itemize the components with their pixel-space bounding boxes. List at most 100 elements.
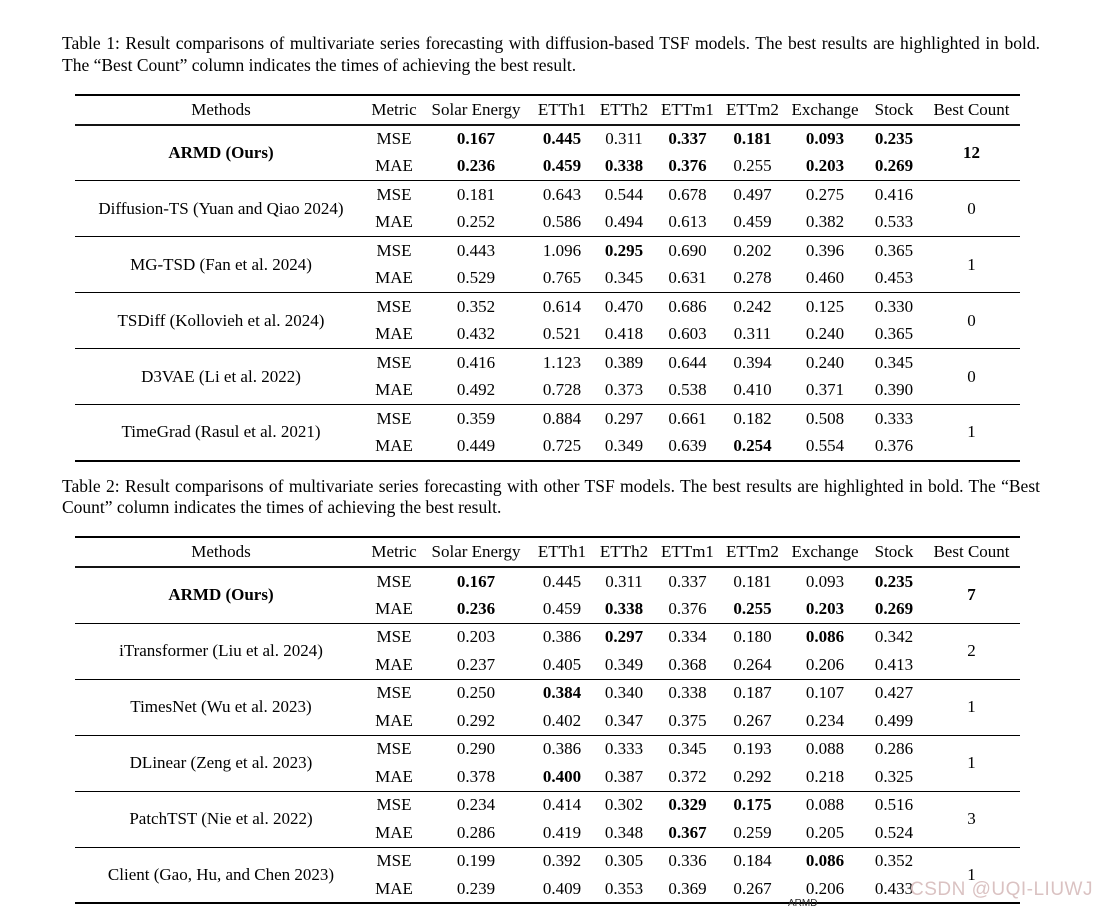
metric-value: 0.352 <box>456 296 496 316</box>
metric-value: 0.325 <box>874 766 914 786</box>
metric-value: 0.292 <box>733 766 772 786</box>
metric-row: MAE 0.292 0.402 0.347 0.375 0.267 0.234 0.499 <box>75 707 1020 735</box>
metric-value: 0.181 <box>733 571 772 591</box>
metric-value: 0.382 <box>805 212 845 232</box>
method-name: Client (Gao, Hu, and Chen 2023) <box>107 864 335 884</box>
metric-value: 0.297 <box>604 408 644 428</box>
column-header: Metric <box>371 99 417 119</box>
metric-value: 0.369 <box>668 878 707 898</box>
metric-value: 0.333 <box>874 408 914 428</box>
metric-value: 0.416 <box>874 184 914 204</box>
metric-value: 0.492 <box>456 380 496 400</box>
metric-value: 0.372 <box>668 766 707 786</box>
metric-row: MAE 0.236 0.459 0.338 0.376 0.255 0.203 0.269 <box>75 153 1020 181</box>
metric-label: MSE <box>376 129 412 148</box>
best-count: 12 <box>963 142 980 162</box>
method-group: ARMD (Ours) MSE 0.167 0.445 0.311 0.337 0.181 0… <box>75 567 1020 623</box>
metric-value: 0.286 <box>456 822 496 842</box>
method-name: ARMD (Ours) <box>168 142 274 162</box>
metric-value: 0.205 <box>805 822 845 842</box>
metric-value: 0.508 <box>805 408 845 428</box>
metric-row: MAE 0.237 0.405 0.349 0.368 0.264 0.206 0.413 <box>75 651 1020 679</box>
metric-row: MAE 0.378 0.400 0.387 0.372 0.292 0.218 0.325 <box>75 763 1020 791</box>
method-name: MG-TSD (Fan et al. 2024) <box>130 254 312 274</box>
metric-value: 0.237 <box>456 654 496 674</box>
column-header: Methods <box>191 542 251 561</box>
metric-value: 0.239 <box>456 878 496 898</box>
column-header: Metric <box>371 542 417 561</box>
metric-value: 0.348 <box>604 822 644 842</box>
metric-value: 0.378 <box>456 766 496 786</box>
metric-value: 0.349 <box>604 654 644 674</box>
metric-row: DLinear (Zeng et al. 2023) MSE 0.290 0.386 0… <box>75 735 1020 772</box>
metric-value: 0.338 <box>604 156 644 176</box>
metric-value: 0.416 <box>456 352 496 372</box>
metric-value: 0.259 <box>733 822 772 842</box>
metric-row: Client (Gao, Hu, and Chen 2023) MSE 0.199 0… <box>75 847 1020 884</box>
method-group: ARMD (Ours) MSE 0.167 0.445 0.311 0.337 0.181 0… <box>75 125 1020 181</box>
metric-value: 0.267 <box>733 878 772 898</box>
header-row: Methods Metric Solar Energy ETTh1 ETTh2 ETTm1… <box>75 95 1020 125</box>
metric-value: 0.400 <box>542 766 582 786</box>
metric-row: MAE 0.529 0.765 0.345 0.631 0.278 0.460 0.453 <box>75 265 1020 293</box>
metric-value: 0.386 <box>542 739 582 759</box>
clipped-figure-legend-label: ARMD <box>788 898 818 909</box>
metric-value: 0.643 <box>542 184 582 204</box>
metric-label: MAE <box>375 654 413 674</box>
metric-value: 0.449 <box>456 436 496 455</box>
metric-label: MAE <box>375 878 413 898</box>
best-count: 1 <box>967 697 976 716</box>
metric-value: 1.123 <box>542 352 582 372</box>
metric-value: 0.088 <box>805 739 845 759</box>
metric-value: 0.311 <box>605 129 643 148</box>
metric-value: 0.586 <box>542 212 582 232</box>
method-name: TimesNet (Wu et al. 2023) <box>130 697 312 716</box>
metric-label: MSE <box>376 627 412 647</box>
metric-value: 0.250 <box>456 683 496 703</box>
metric-value: 0.413 <box>874 654 914 674</box>
metric-value: 1.096 <box>542 240 582 260</box>
metric-row: MG-TSD (Fan et al. 2024) MSE 0.443 1.096 0.2… <box>75 237 1020 274</box>
metric-value: 0.305 <box>604 851 644 871</box>
metric-value: 0.278 <box>733 268 772 288</box>
column-header: Exchange <box>791 542 859 561</box>
metric-value: 0.240 <box>805 352 845 372</box>
metric-value: 0.376 <box>668 156 707 176</box>
column-header: ETTm1 <box>661 99 714 119</box>
metric-value: 0.203 <box>805 156 845 176</box>
metric-value: 0.167 <box>456 571 496 591</box>
column-header: ETTm1 <box>661 542 714 561</box>
metric-value: 0.093 <box>805 129 845 148</box>
metric-value: 0.661 <box>668 408 707 428</box>
metric-value: 0.202 <box>733 240 772 260</box>
metric-label: MSE <box>376 851 412 871</box>
metric-row: MAE 0.239 0.409 0.353 0.369 0.267 0.206 0.433 <box>75 875 1020 903</box>
method-name: DLinear (Zeng et al. 2023) <box>129 753 313 772</box>
table1-caption: Table 1: Result comparisons of multivari… <box>62 33 1040 75</box>
csdn-watermark: CSDN @UQI-LIUWJ <box>909 879 1093 900</box>
metric-row: ARMD (Ours) MSE 0.167 0.445 0.311 0.337 0.181 0… <box>75 125 1020 162</box>
metric-label: MAE <box>375 268 413 288</box>
metric-value: 0.353 <box>604 878 644 898</box>
metric-value: 0.267 <box>733 710 772 730</box>
metric-value: 0.336 <box>668 851 707 871</box>
metric-value: 0.529 <box>456 268 496 288</box>
best-count: 0 <box>967 310 976 330</box>
metric-value: 0.686 <box>668 296 707 316</box>
method-group: MG-TSD (Fan et al. 2024) MSE 0.443 1.096 0.2… <box>75 236 1020 293</box>
metric-value: 0.499 <box>874 710 914 730</box>
method-group: TimeGrad (Rasul et al. 2021) MSE 0.359 0.88… <box>75 404 1020 461</box>
metric-value: 0.088 <box>805 795 845 815</box>
metric-value: 0.497 <box>733 184 772 204</box>
column-header: Solar Energy <box>431 99 521 119</box>
metric-value: 0.418 <box>604 324 644 344</box>
metric-value: 0.884 <box>542 408 582 428</box>
column-header: Exchange <box>791 99 859 119</box>
metric-value: 0.387 <box>604 766 644 786</box>
column-header: ETTm2 <box>726 542 779 561</box>
metric-label: MSE <box>376 739 412 759</box>
metric-value: 0.459 <box>542 598 582 618</box>
metric-value: 0.554 <box>805 436 845 455</box>
metric-value: 0.337 <box>668 571 707 591</box>
